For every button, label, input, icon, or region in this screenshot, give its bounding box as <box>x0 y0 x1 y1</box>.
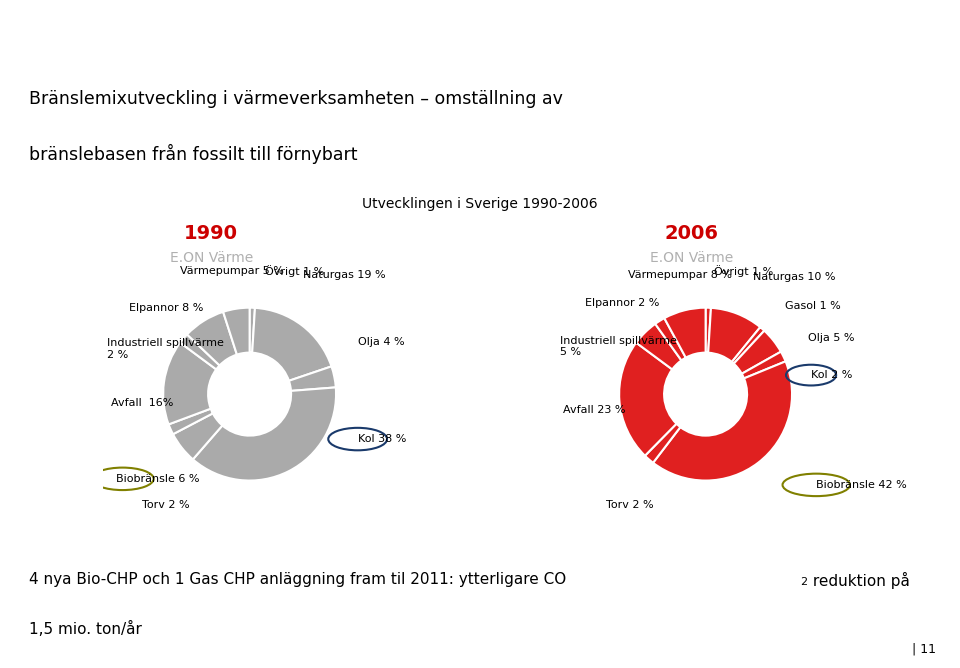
Wedge shape <box>645 424 681 463</box>
Text: 1990: 1990 <box>184 224 238 243</box>
Text: Kol 38 %: Kol 38 % <box>358 434 406 444</box>
Wedge shape <box>742 351 785 378</box>
Wedge shape <box>732 327 764 363</box>
Text: E.ON Värme: E.ON Värme <box>170 251 252 265</box>
Text: Olja 5 %: Olja 5 % <box>807 333 854 343</box>
Wedge shape <box>169 409 213 434</box>
Text: Övrigt 1 %: Övrigt 1 % <box>265 265 324 277</box>
Text: Kol 2 %: Kol 2 % <box>811 370 852 380</box>
Text: Naturgas 19 %: Naturgas 19 % <box>303 270 386 280</box>
Wedge shape <box>250 308 255 353</box>
Wedge shape <box>653 361 792 480</box>
Text: bränslebasen från fossilt till förnybart: bränslebasen från fossilt till förnybart <box>29 144 357 164</box>
Text: Värmepumpar 5 %: Värmepumpar 5 % <box>180 267 284 277</box>
Wedge shape <box>656 318 685 361</box>
Text: 4 nya Bio-CHP och 1 Gas CHP anläggning fram til 2011: ytterligare CO: 4 nya Bio-CHP och 1 Gas CHP anläggning f… <box>29 572 566 587</box>
Text: Utvecklingen i Sverige 1990-2006: Utvecklingen i Sverige 1990-2006 <box>362 198 598 211</box>
Wedge shape <box>187 312 237 365</box>
Text: Industriell spillvärme
5 %: Industriell spillvärme 5 % <box>561 336 677 357</box>
Text: Torv 2 %: Torv 2 % <box>141 500 189 510</box>
Text: Naturgas 10 %: Naturgas 10 % <box>754 273 835 283</box>
Wedge shape <box>619 343 677 456</box>
Text: Olja 4 %: Olja 4 % <box>358 337 404 347</box>
Text: Värmepumpar 8 %: Värmepumpar 8 % <box>628 270 732 280</box>
Text: Gasol 1 %: Gasol 1 % <box>785 301 841 311</box>
Wedge shape <box>193 387 336 480</box>
Text: Biobränsle 42 %: Biobränsle 42 % <box>816 480 907 490</box>
Text: Biobränsle 6 %: Biobränsle 6 % <box>115 474 199 484</box>
Wedge shape <box>163 343 216 424</box>
Wedge shape <box>223 308 250 355</box>
Text: reduktion på: reduktion på <box>807 572 909 589</box>
Wedge shape <box>708 308 760 362</box>
Text: Avfall 23 %: Avfall 23 % <box>563 405 626 415</box>
Wedge shape <box>706 308 711 353</box>
Text: | 11: | 11 <box>912 643 936 656</box>
Text: Bränslemixutveckling i värmeverksamheten – omställning av: Bränslemixutveckling i värmeverksamheten… <box>29 90 563 108</box>
Text: Elpannor 2 %: Elpannor 2 % <box>585 299 659 309</box>
Wedge shape <box>733 331 780 374</box>
Wedge shape <box>180 335 220 369</box>
Text: E.ON Värme: E.ON Värme <box>650 251 732 265</box>
Text: Övrigt 1 %: Övrigt 1 % <box>714 265 774 277</box>
Text: 1,5 mio. ton/år: 1,5 mio. ton/år <box>29 621 142 637</box>
Text: Elpannor 8 %: Elpannor 8 % <box>129 303 203 313</box>
Text: 2: 2 <box>801 577 807 587</box>
Text: 2006: 2006 <box>664 224 718 243</box>
Text: on: on <box>91 23 154 67</box>
Text: Industriell spillvärme
2 %: Industriell spillvärme 2 % <box>107 339 224 360</box>
Wedge shape <box>289 366 336 391</box>
Wedge shape <box>636 324 682 369</box>
Text: ·: · <box>72 23 89 67</box>
Text: e: e <box>43 23 73 67</box>
Wedge shape <box>252 308 331 381</box>
Wedge shape <box>664 308 706 357</box>
Wedge shape <box>173 413 223 460</box>
Text: Avfall  16%: Avfall 16% <box>111 397 174 407</box>
Text: Torv 2 %: Torv 2 % <box>606 500 654 510</box>
